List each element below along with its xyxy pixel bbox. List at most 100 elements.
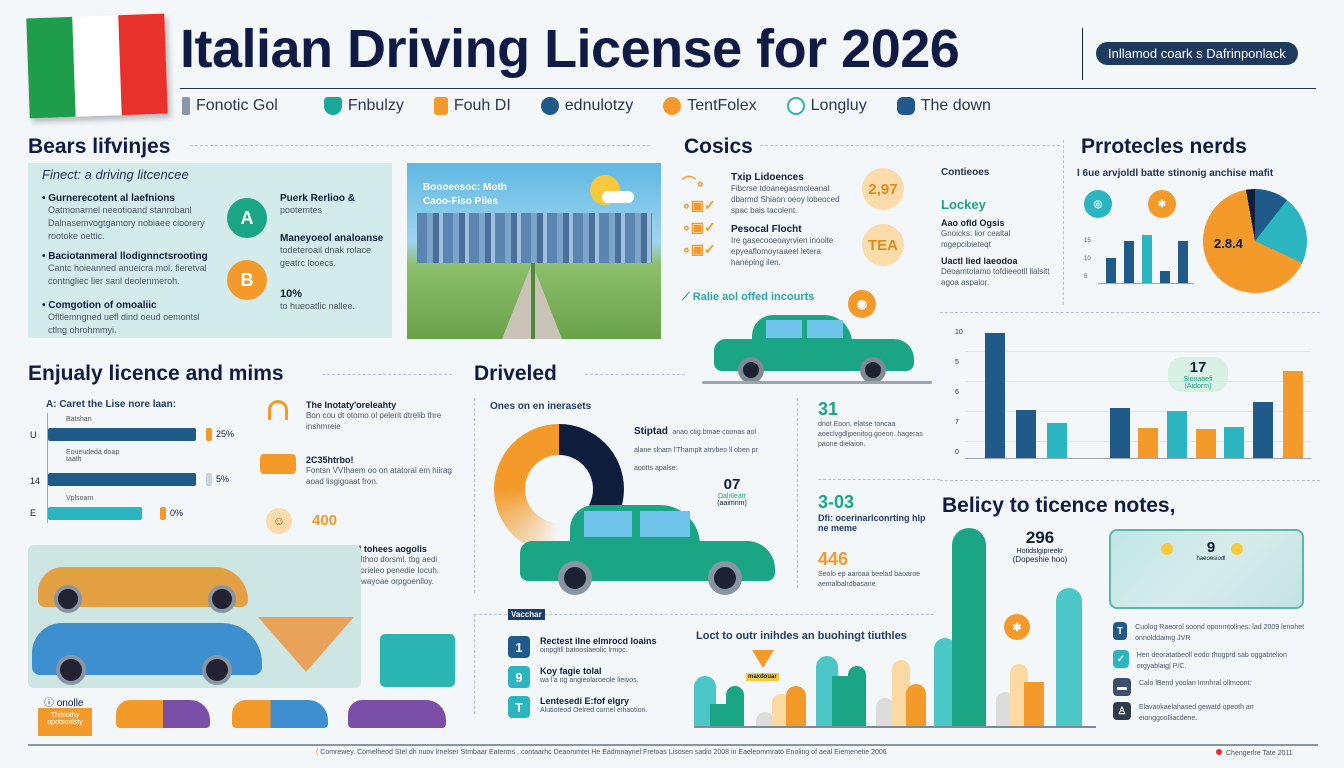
belicy-notes: TCuolog Raeorol soond oponmtollnes: lad …	[1113, 622, 1313, 724]
title-divider	[1082, 28, 1083, 80]
bullet-item: • Comgotion of omoaliicOfltlemngned uefl…	[42, 300, 217, 337]
nav-item-3[interactable]: ednulotzy	[541, 97, 634, 115]
costs-link[interactable]: ⟋ Ralie aol offed incourts	[682, 291, 814, 304]
step-item: 1Rectest ilne elmrocd loainsoinpgltll ba…	[508, 636, 668, 658]
check-icon: ✓	[1113, 650, 1129, 668]
small-car-3	[348, 700, 446, 728]
small-car-2	[232, 700, 328, 728]
licence-title: Enjualy licence and mims	[28, 362, 284, 386]
step-item: TLentesedi E:fof elgryAlutioteod Oelred …	[508, 696, 668, 718]
footer-text: ( Comrewey. Comelheod Stel dh nuov lrnel…	[316, 749, 887, 756]
warning-pin-icon: ✱	[1148, 190, 1176, 218]
route-icon: ⌒∘	[682, 172, 724, 194]
city-caption: Boooeesoc: MothCaoo-Fiso Piles	[423, 181, 507, 209]
landmark-icon	[380, 634, 455, 687]
info-pin-icon: ◎	[1084, 190, 1112, 218]
badge-b: B	[227, 260, 267, 300]
gear-icon	[541, 97, 559, 115]
protects-title: Prrotecles nerds	[1081, 135, 1247, 159]
nav-item-1[interactable]: Fnbulzy	[324, 97, 404, 115]
protects-subtitle: I 6ue arvjoldl batte stinonig anchise ma…	[1077, 168, 1273, 179]
footer-rule	[28, 744, 1318, 746]
contents-items: Aao ofld Ogsis Gnoicks: lior cealtal mge…	[941, 218, 1051, 288]
header-badge[interactable]: Inllamod coark s Dafrinponlack	[1096, 42, 1298, 65]
basics-divider	[190, 145, 650, 146]
person-icon: ♙	[1113, 702, 1131, 720]
basics-title: Bears lifvinjes	[28, 135, 170, 159]
header-nav: Fonotic Gol Fnbulzy Fouh DI ednulotzy Te…	[182, 97, 991, 115]
contents-subtitle: Lockey	[941, 197, 986, 212]
city-road-illustration: Boooeesoc: MothCaoo-Fiso Piles	[407, 163, 661, 339]
basics-side: Puerk Rerlioo & pootemtes Maneyoeol anal…	[280, 193, 385, 313]
protects-axis-labels: 15105	[1084, 232, 1091, 286]
header-rule	[180, 88, 1316, 89]
step-item: 9Koy fagie tolalwa l'a ng angieolaroeole…	[508, 666, 668, 688]
globe-icon	[787, 97, 805, 115]
stat-3-03: 3-03 Dfi: ocerinarlconrting hlp ne meme	[818, 492, 936, 533]
status-dot-icon	[1216, 749, 1222, 755]
driveled-chart-title: Ones on en inerasets	[490, 401, 591, 412]
check-icon: ∘▣✓	[682, 216, 724, 238]
filter-icon: T	[1113, 622, 1127, 640]
note-item: TCuolog Raeorol soond oponmtollnes: lad …	[1113, 622, 1313, 644]
costs-title: Cosics	[684, 135, 753, 159]
driveled-title: Driveled	[474, 362, 557, 386]
note-item: ♙Elavaokaelahased gewatd opeoth an eiong…	[1113, 702, 1313, 724]
licence-bar-chart: Batshan U 25% Eoueudeda doap taath 14 5%…	[28, 413, 258, 523]
magnifier-icon: ✱	[1004, 614, 1030, 640]
card-icon: ▬	[1113, 678, 1131, 696]
stat-31: 31 dnot Eoon, elatse toncaa aoeclvgdljpe…	[818, 399, 936, 450]
small-car-1	[116, 700, 210, 728]
clipboard-icon	[434, 97, 448, 115]
cost-badge-1: TEA	[862, 224, 904, 266]
hbar-row: Vplsoam E 0%	[28, 493, 258, 523]
nav-item-5[interactable]: Longluy	[787, 97, 867, 115]
fact-0: The Inotaty'oreleahty Bon cou dt otomo o…	[306, 400, 456, 432]
steps-list: 1Rectest ilne elmrocd loainsoinpgltll ba…	[508, 636, 668, 718]
nav-item-6[interactable]: The down	[897, 97, 991, 115]
hbar-row: Eoueudeda doap taath 14 5%	[28, 451, 258, 487]
contents-divider	[1063, 140, 1064, 305]
cars-tag[interactable]: Thiblothy opotsoalsty	[38, 708, 92, 736]
basics-bullets: • Gurnerecotent al laefnionsOatmonarnel …	[42, 193, 217, 337]
link-icon: ⟋	[682, 291, 693, 303]
bullet-item: • Gurnerecotent al laefnionsOatmonarnel …	[42, 193, 217, 243]
right-chart-annotation: 17 Sionaaefi (Aidorm)	[1168, 357, 1228, 392]
nav-item-0[interactable]: Fonotic Gol	[182, 97, 278, 115]
costs-icons: ⌒∘∘▣✓∘▣✓∘▣✓	[682, 172, 724, 272]
green-car-illustration	[712, 315, 917, 383]
right-chart-axis: 105670	[955, 318, 963, 468]
eagle-emblem-icon	[258, 617, 354, 672]
map-pin-icon	[1161, 543, 1173, 555]
battery-icon	[260, 454, 296, 474]
basics-card-title: Finect: a driving litcencee	[42, 167, 189, 182]
protects-pie-chart	[1195, 181, 1315, 301]
pie-label: 2.8.4	[1214, 236, 1243, 251]
note-item: ✓Hen deoratatbeoll eodo rhogprd sab ogga…	[1113, 650, 1313, 672]
wifi-icon	[268, 400, 288, 420]
page-title: Italian Driving License for 2026	[180, 18, 959, 80]
hbar-row: Batshan U 25%	[28, 413, 258, 449]
badge-a: A	[227, 198, 267, 238]
cost-item-0: Txip Lidoences Fibcrse tdoanegasmoleanal…	[731, 172, 849, 216]
document-icon	[182, 97, 190, 115]
driveled-note: Stiptad anao ctig bmae coonas aol alane …	[634, 421, 764, 475]
badge-icon	[663, 97, 681, 115]
fact-400: 400	[312, 512, 337, 529]
nav-item-4[interactable]: TentFolex	[663, 97, 756, 115]
costs-divider	[760, 145, 1060, 146]
bullet-item: • Baciotanmeral llodignnctsrootingCantc …	[42, 251, 217, 288]
steps-header: Vacchar	[508, 609, 545, 620]
europe-map: 9 haeoesiodl	[1109, 529, 1304, 609]
licence-chart-title: A: Caret the Lise nore laan:	[46, 399, 176, 410]
nav-item-2[interactable]: Fouh DI	[434, 97, 511, 115]
location-pin-icon: ◉	[848, 290, 876, 318]
cost-item-1: Pesocal Flocht Ire gasecooeoayrvien inoo…	[731, 224, 849, 268]
cars-tag-title: ⓘ onolle	[44, 694, 83, 709]
cost-badge-0: 2,97	[862, 168, 904, 210]
footer-right[interactable]: Chengerlre Tate 2011	[1216, 749, 1293, 757]
italian-flag	[26, 14, 167, 119]
check-icon: ∘▣✓	[682, 238, 724, 260]
right-bar-chart	[965, 322, 1311, 459]
contents-title: Contieoes	[941, 167, 989, 178]
